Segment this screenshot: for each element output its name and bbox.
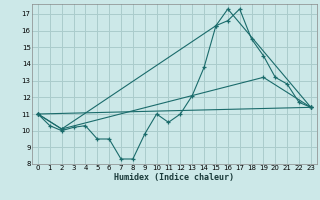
X-axis label: Humidex (Indice chaleur): Humidex (Indice chaleur): [115, 173, 234, 182]
